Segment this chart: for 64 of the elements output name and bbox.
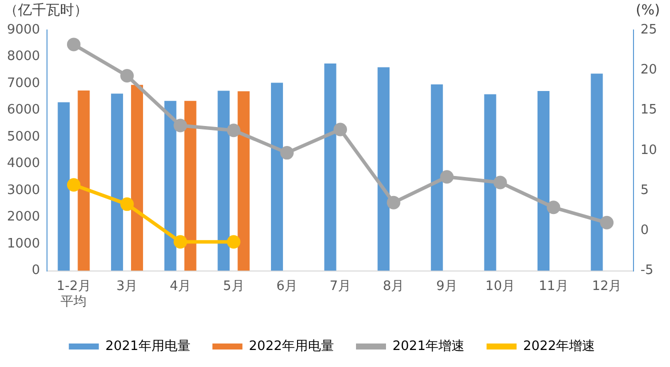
- y-tick-label: 2000: [6, 210, 40, 225]
- x-tick-label: 3月: [116, 278, 138, 294]
- y2-tick-label: 20: [640, 62, 658, 78]
- bar: [218, 90, 230, 271]
- bar: [78, 90, 90, 271]
- bar: [58, 102, 70, 271]
- point: [386, 196, 400, 210]
- x-tick-label: 7月: [330, 278, 351, 294]
- y2-tick-label: 15: [640, 102, 658, 118]
- point: [66, 38, 80, 52]
- y-tick-label: 3000: [6, 182, 40, 198]
- bar: [590, 74, 603, 271]
- y-tick-label: 4000: [6, 156, 40, 172]
- y2-tick-label: 0: [640, 223, 649, 238]
- y-tick-label: 1000: [6, 236, 40, 252]
- bar: [324, 63, 336, 271]
- bar: [238, 91, 250, 271]
- legend-label: 2022年用电量: [248, 338, 334, 354]
- x-tick-label: 1-2月平均: [56, 278, 91, 310]
- point: [174, 118, 188, 132]
- point: [440, 170, 454, 184]
- bar: [131, 84, 144, 271]
- bar: [270, 82, 283, 271]
- point: [120, 69, 134, 82]
- point: [174, 235, 188, 249]
- y2-tick-label: -5: [640, 263, 654, 278]
- point: [226, 124, 240, 138]
- y-tick-label: 8000: [6, 49, 40, 64]
- point: [66, 178, 80, 192]
- y2-tick-label: 25: [640, 22, 658, 38]
- y-tick-label: 5000: [6, 129, 40, 144]
- bar: [184, 100, 196, 271]
- bar: [430, 84, 443, 271]
- x-tick-label: 6月: [276, 278, 298, 294]
- x-tick-label: 5月: [223, 278, 244, 294]
- point: [546, 200, 560, 214]
- x-tick-label: 8月: [382, 278, 404, 294]
- legend-label: 2021年用电量: [105, 338, 190, 354]
- x-tick-label: 12月: [592, 278, 622, 294]
- point: [280, 146, 294, 160]
- bar: [538, 91, 550, 271]
- y-axis-title: （亿千瓦时）: [4, 2, 88, 19]
- y-tick-label: 7000: [6, 76, 40, 91]
- point: [226, 235, 240, 249]
- point: [493, 176, 507, 190]
- point: [334, 122, 348, 136]
- x-tick-label: 4月: [170, 278, 191, 294]
- y-tick-label: 9000: [6, 22, 40, 38]
- y2-axis-title: (%): [636, 2, 660, 19]
- point: [600, 216, 614, 230]
- y2-tick-label: 5: [640, 182, 649, 198]
- legend-label: 2022年增速: [523, 338, 596, 354]
- y2-tick-label: 10: [640, 142, 658, 158]
- x-tick-label: 10月: [485, 278, 515, 294]
- bar: [378, 67, 390, 271]
- y-tick-label: 0: [32, 263, 40, 278]
- y-tick-label: 6000: [6, 102, 40, 118]
- x-tick-label: 11月: [538, 278, 568, 294]
- point: [120, 197, 134, 211]
- legend-label: 2021年增速: [392, 338, 465, 354]
- bar: [111, 94, 124, 271]
- bar: [164, 100, 176, 271]
- x-tick-label: 9月: [436, 278, 458, 294]
- bar: [484, 94, 496, 271]
